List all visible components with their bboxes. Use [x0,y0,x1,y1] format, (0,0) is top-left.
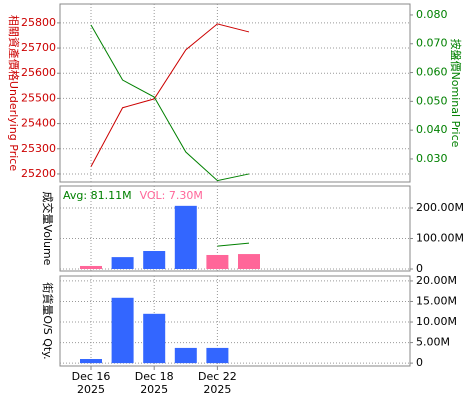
bar [80,265,102,270]
bar [238,254,260,270]
y2-tick-label: 0.030 [416,152,448,165]
bar [111,257,134,270]
y2-tick-label: 0.060 [416,66,448,79]
y-tick-label: 25200 [21,167,56,180]
legend-text: VOL: 7.30M [140,189,203,202]
y-tick-label: 25600 [21,66,56,79]
line-series [90,23,250,167]
line-series [90,24,250,182]
y2-tick-label: 10.00M [416,315,457,328]
y-tick-label: 25300 [21,142,56,155]
y2-tick-label: 20.00M [416,274,457,287]
bar [143,313,166,364]
y2-axis-title: 按盤價Nominal Price [449,39,463,148]
y2-tick-label: 200.00M [416,201,464,214]
y2-tick-label: 5.00M [416,336,450,349]
x-tick-label: Dec 16 2025 [71,370,111,396]
bar [80,359,102,364]
x-tick-label: Dec 18 2025 [134,370,174,396]
y2-tick-label: 0 [416,262,423,275]
y2-tick-label: 0 [416,356,423,369]
y2-tick-label: 0.050 [416,94,448,107]
y-tick-label: 25400 [21,117,56,130]
y-tick-label: 25500 [21,91,56,104]
bar [174,347,197,364]
y-tick-label: 25700 [21,41,56,54]
avg-line [217,242,250,247]
y-axis-title: 街貨量O/S Qty. [41,282,55,359]
y-axis-title: 相關資產價格Underlying Price [7,15,21,171]
bar [206,254,229,270]
bar [206,347,229,364]
bar [111,297,134,364]
y2-tick-label: 0.040 [416,123,448,136]
legend-text: Avg: 81.11M [63,189,132,202]
bar [174,205,197,270]
y2-tick-label: 100.00M [416,231,464,244]
x-tick-label: Dec 22 2025 [198,370,237,396]
plot-frame [59,3,411,183]
y-tick-label: 25800 [21,16,56,29]
y2-tick-label: 15.00M [416,294,457,307]
y-axis-title: 成交量Volume [41,192,55,266]
y2-tick-label: 0.080 [416,8,448,21]
plot-frame [59,185,411,272]
y2-tick-label: 0.070 [416,37,448,50]
bar [143,251,166,270]
plot-frame [59,275,411,367]
